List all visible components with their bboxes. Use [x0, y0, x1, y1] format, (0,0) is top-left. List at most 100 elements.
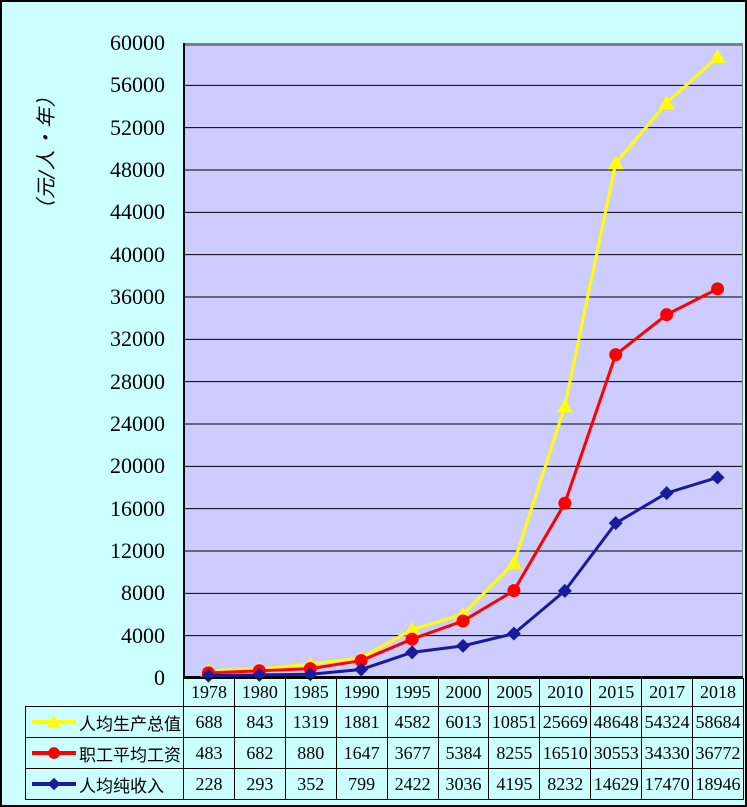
value-cell: 54324 — [641, 706, 694, 738]
y-tick-label: 60000 — [110, 30, 165, 55]
table-row: 人均纯收入 228 293 352 799 2422 3036 4195 8232 14629 17… — [25, 768, 744, 800]
value-cell: 352 — [284, 768, 337, 800]
plot-area — [183, 43, 743, 683]
y-tick-label: 56000 — [110, 72, 165, 98]
value-cell: 1881 — [335, 706, 388, 738]
year-cell: 1990 — [335, 678, 388, 707]
value-cell: 30553 — [590, 737, 643, 769]
circle-marker-icon — [609, 348, 623, 362]
circle-marker-icon — [507, 584, 521, 598]
table-row: 人均生产总值 688 843 1319 1881 4582 6013 10851 25669 48… — [25, 706, 744, 738]
series-name: 人均纯收入 — [79, 776, 164, 797]
y-tick-label: 48000 — [110, 157, 165, 182]
legend-key-icon — [32, 747, 76, 759]
value-cell: 34330 — [641, 737, 694, 769]
diamond-marker-icon — [710, 470, 725, 485]
data-table: 1978 1980 1985 1990 1995 2000 2005 2010 2015 2017… — [25, 678, 744, 800]
value-cell: 228 — [183, 768, 235, 800]
value-cell: 25669 — [539, 706, 592, 738]
chart-canvas — [183, 43, 743, 683]
table-row: 职工平均工资 483 682 880 1647 3677 5384 8255 16510 3055… — [25, 737, 744, 769]
y-tick-label: 44000 — [110, 199, 165, 225]
y-tick-label: 24000 — [110, 411, 165, 436]
table-corner-blank — [26, 679, 184, 707]
value-cell: 5384 — [437, 737, 490, 769]
value-cell: 10851 — [488, 706, 541, 738]
year-cell: 1980 — [233, 678, 286, 707]
triangle-marker-icon — [709, 49, 726, 63]
circle-marker-icon — [660, 308, 674, 322]
triangle-marker-icon — [607, 155, 624, 170]
value-cell: 3677 — [386, 737, 439, 769]
circle-marker-icon — [711, 282, 725, 296]
y-tick-label: 40000 — [110, 241, 165, 267]
value-cell: 18946 — [692, 768, 744, 800]
legend-cell: 职工平均工资 — [25, 737, 184, 769]
legend-cell: 人均生产总值 — [25, 706, 184, 738]
year-cell: 1978 — [183, 678, 235, 707]
diamond-marker-icon — [456, 638, 470, 653]
y-tick-label: 36000 — [110, 284, 165, 309]
value-cell: 4195 — [488, 768, 541, 800]
diamond-marker-icon — [405, 645, 420, 660]
diamond-marker-icon — [659, 486, 674, 501]
legend-key-icon — [32, 777, 76, 791]
y-tick-label: 4000 — [121, 622, 165, 648]
value-cell: 36772 — [692, 737, 744, 769]
value-cell: 3036 — [437, 768, 490, 800]
triangle-marker-icon — [505, 555, 522, 570]
value-cell: 2422 — [386, 768, 439, 800]
series-name: 职工平均工资 — [79, 745, 181, 766]
value-cell: 1647 — [335, 737, 388, 769]
value-cell: 799 — [335, 768, 388, 800]
year-cell: 2010 — [539, 678, 592, 707]
diamond-marker-icon — [608, 516, 623, 531]
value-cell: 6013 — [437, 706, 490, 738]
diamond-marker-icon — [354, 662, 369, 677]
value-cell: 483 — [183, 737, 235, 769]
value-cell: 4582 — [386, 706, 439, 738]
value-cell: 8255 — [488, 737, 541, 769]
year-cell: 1995 — [386, 678, 439, 707]
circle-marker-icon — [354, 654, 368, 668]
value-cell: 8232 — [539, 768, 592, 800]
y-tick-label: 12000 — [110, 538, 165, 563]
value-cell: 688 — [183, 706, 235, 738]
series-name: 人均生产总值 — [79, 714, 181, 735]
circle-marker-icon — [456, 614, 470, 628]
circle-marker-icon — [405, 632, 419, 646]
y-tick-label: 32000 — [110, 326, 165, 352]
diamond-marker-icon — [47, 777, 61, 791]
y-tick-label: 52000 — [110, 114, 165, 140]
circle-marker-icon — [558, 496, 572, 510]
triangle-marker-icon — [658, 95, 675, 110]
value-cell: 1319 — [284, 706, 337, 738]
value-cell: 48648 — [590, 706, 643, 738]
value-cell: 880 — [284, 737, 337, 769]
value-cell: 58684 — [692, 706, 744, 738]
y-tick-label: 16000 — [110, 495, 165, 521]
year-cell: 2018 — [692, 678, 744, 707]
year-cell: 2000 — [437, 678, 490, 707]
year-cell: 2005 — [488, 678, 541, 707]
y-tick-label: 28000 — [110, 368, 165, 394]
series-line-0 — [208, 55, 719, 673]
triangle-marker-icon — [556, 398, 573, 413]
value-cell: 843 — [233, 706, 286, 738]
value-cell: 14629 — [590, 768, 643, 800]
triangle-marker-icon — [46, 715, 62, 728]
value-cell: 16510 — [539, 737, 592, 769]
diamond-marker-icon — [303, 667, 318, 682]
triangle-marker-icon — [404, 622, 421, 636]
year-cell: 2017 — [641, 678, 694, 707]
value-cell: 293 — [233, 768, 286, 800]
circle-marker-icon — [48, 747, 60, 759]
y-tick-label: 8000 — [121, 580, 165, 606]
value-cell: 682 — [233, 737, 286, 769]
year-cell: 2015 — [590, 678, 643, 707]
year-cell: 1985 — [284, 678, 337, 707]
value-cell: 17470 — [641, 768, 694, 800]
diamond-marker-icon — [506, 626, 521, 641]
diamond-marker-icon — [557, 583, 572, 598]
